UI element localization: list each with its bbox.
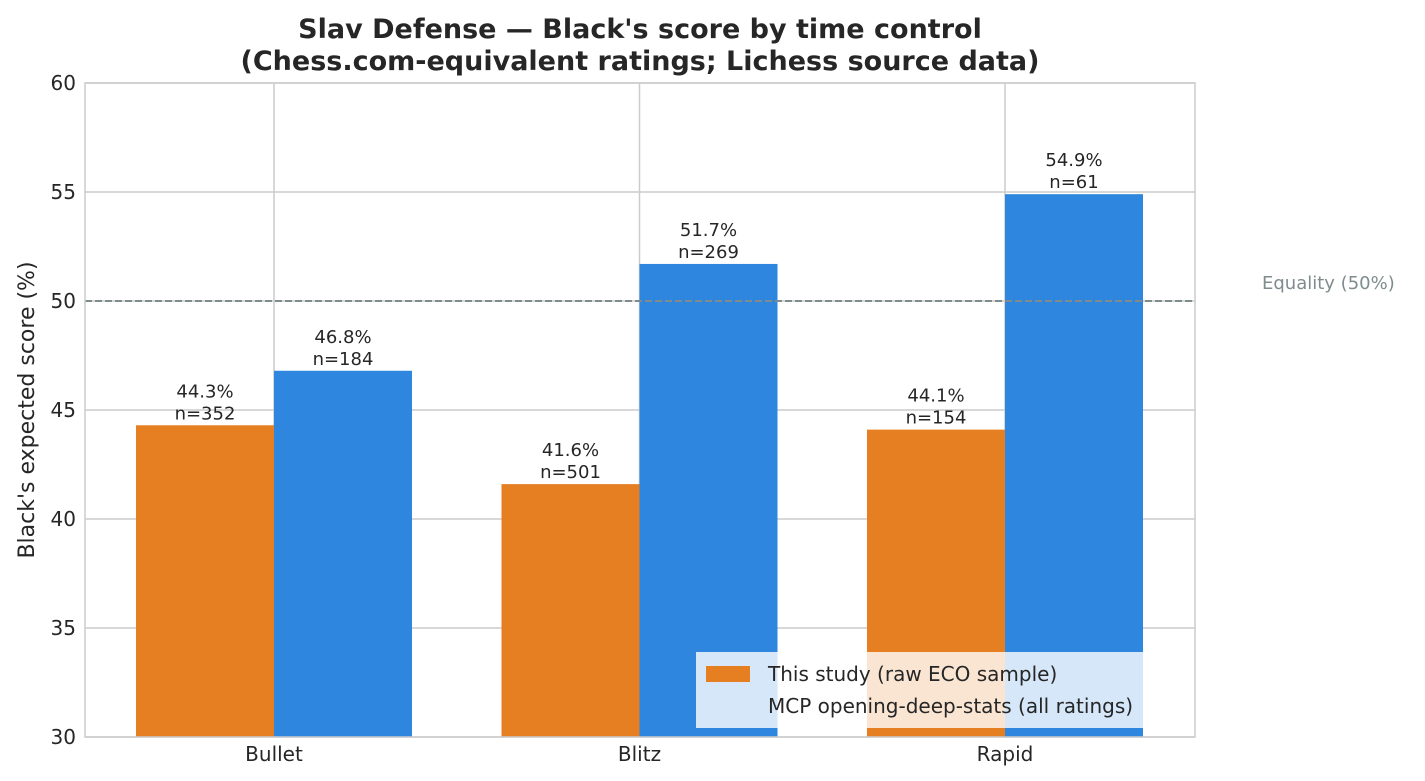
chart-title-line-1: Slav Defense — Black's score by time con… xyxy=(298,14,982,45)
value-label-this-study-rapid: 44.1% xyxy=(907,386,964,407)
n-label-this-study-rapid: n=154 xyxy=(906,408,967,429)
reference-line-label: Equality (50%) xyxy=(1262,273,1395,294)
legend-label-this-study: This study (raw ECO sample) xyxy=(767,662,1057,686)
y-tick-label-35: 35 xyxy=(51,616,76,640)
n-label-this-study-blitz: n=501 xyxy=(540,462,601,483)
bar-mcp-rapid xyxy=(1005,194,1143,737)
value-label-mcp-bullet: 46.8% xyxy=(314,327,371,348)
y-tick-label-60: 60 xyxy=(51,71,76,95)
legend-swatch-mcp xyxy=(706,698,750,714)
y-tick-label-45: 45 xyxy=(51,398,76,422)
bar-mcp-bullet xyxy=(274,370,412,737)
n-label-this-study-bullet: n=352 xyxy=(175,403,236,424)
value-label-mcp-blitz: 51.7% xyxy=(680,220,737,241)
legend-swatch-this-study xyxy=(706,666,750,682)
chart-title-line-2: (Chess.com-equivalent ratings; Lichess s… xyxy=(241,46,1040,77)
bar-this-study-blitz xyxy=(501,484,640,737)
value-label-mcp-rapid: 54.9% xyxy=(1045,150,1102,171)
legend-background xyxy=(696,652,1182,728)
x-axis-ticks: Bullet Blitz Rapid xyxy=(245,742,1033,766)
n-label-mcp-bullet: n=184 xyxy=(313,349,374,370)
x-tick-label-blitz: Blitz xyxy=(618,742,661,766)
plot-area-frame xyxy=(84,82,1196,738)
y-tick-label-50: 50 xyxy=(51,289,76,313)
data-labels: 44.3%n=352 41.6%n=501 44.1%n=154 46.8%n=184… xyxy=(175,150,1103,483)
x-tick-label-bullet: Bullet xyxy=(245,742,303,766)
bars xyxy=(136,194,1143,737)
legend-label-mcp: MCP opening-deep-stats (all ratings) xyxy=(768,694,1133,718)
value-label-this-study-bullet: 44.3% xyxy=(176,381,233,402)
n-label-mcp-blitz: n=269 xyxy=(678,242,739,263)
y-tick-label-30: 30 xyxy=(51,725,76,749)
y-axis-ticks: 30 35 40 45 50 55 60 xyxy=(51,71,76,749)
y-axis-label: Black's expected score (%) xyxy=(15,261,40,558)
legend: This study (raw ECO sample) MCP opening-… xyxy=(696,652,1182,728)
n-label-mcp-rapid: n=61 xyxy=(1049,172,1098,193)
y-tick-label-55: 55 xyxy=(51,180,76,204)
y-tick-label-40: 40 xyxy=(51,507,76,531)
bar-this-study-bullet xyxy=(136,425,274,737)
x-tick-label-rapid: Rapid xyxy=(977,742,1034,766)
value-label-this-study-blitz: 41.6% xyxy=(542,440,599,461)
